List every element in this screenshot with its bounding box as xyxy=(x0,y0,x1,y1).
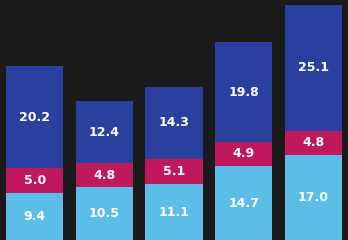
Text: 11.1: 11.1 xyxy=(158,206,190,219)
Bar xyxy=(145,87,203,159)
Bar xyxy=(285,5,342,131)
Bar xyxy=(6,66,63,168)
Text: 17.0: 17.0 xyxy=(298,191,329,204)
Text: 4.8: 4.8 xyxy=(302,136,324,149)
Bar xyxy=(215,42,272,142)
Text: 9.4: 9.4 xyxy=(24,210,46,223)
Bar xyxy=(285,155,342,240)
Bar xyxy=(215,142,272,166)
Bar xyxy=(6,193,63,240)
Text: 5.1: 5.1 xyxy=(163,165,185,178)
Bar xyxy=(76,163,133,187)
Bar xyxy=(145,159,203,184)
Text: 4.9: 4.9 xyxy=(232,147,255,161)
Text: 12.4: 12.4 xyxy=(89,126,120,139)
Text: 19.8: 19.8 xyxy=(228,85,259,98)
Text: 14.7: 14.7 xyxy=(228,197,259,210)
Text: 20.2: 20.2 xyxy=(19,111,50,124)
Bar xyxy=(76,187,133,240)
Bar xyxy=(76,101,133,163)
Text: 14.3: 14.3 xyxy=(159,116,189,129)
Text: 10.5: 10.5 xyxy=(89,207,120,220)
Text: 4.8: 4.8 xyxy=(93,169,116,182)
Bar xyxy=(215,166,272,240)
Text: 5.0: 5.0 xyxy=(24,174,46,187)
Text: 25.1: 25.1 xyxy=(298,61,329,74)
Bar xyxy=(6,168,63,193)
Bar xyxy=(145,184,203,240)
Bar xyxy=(285,131,342,155)
